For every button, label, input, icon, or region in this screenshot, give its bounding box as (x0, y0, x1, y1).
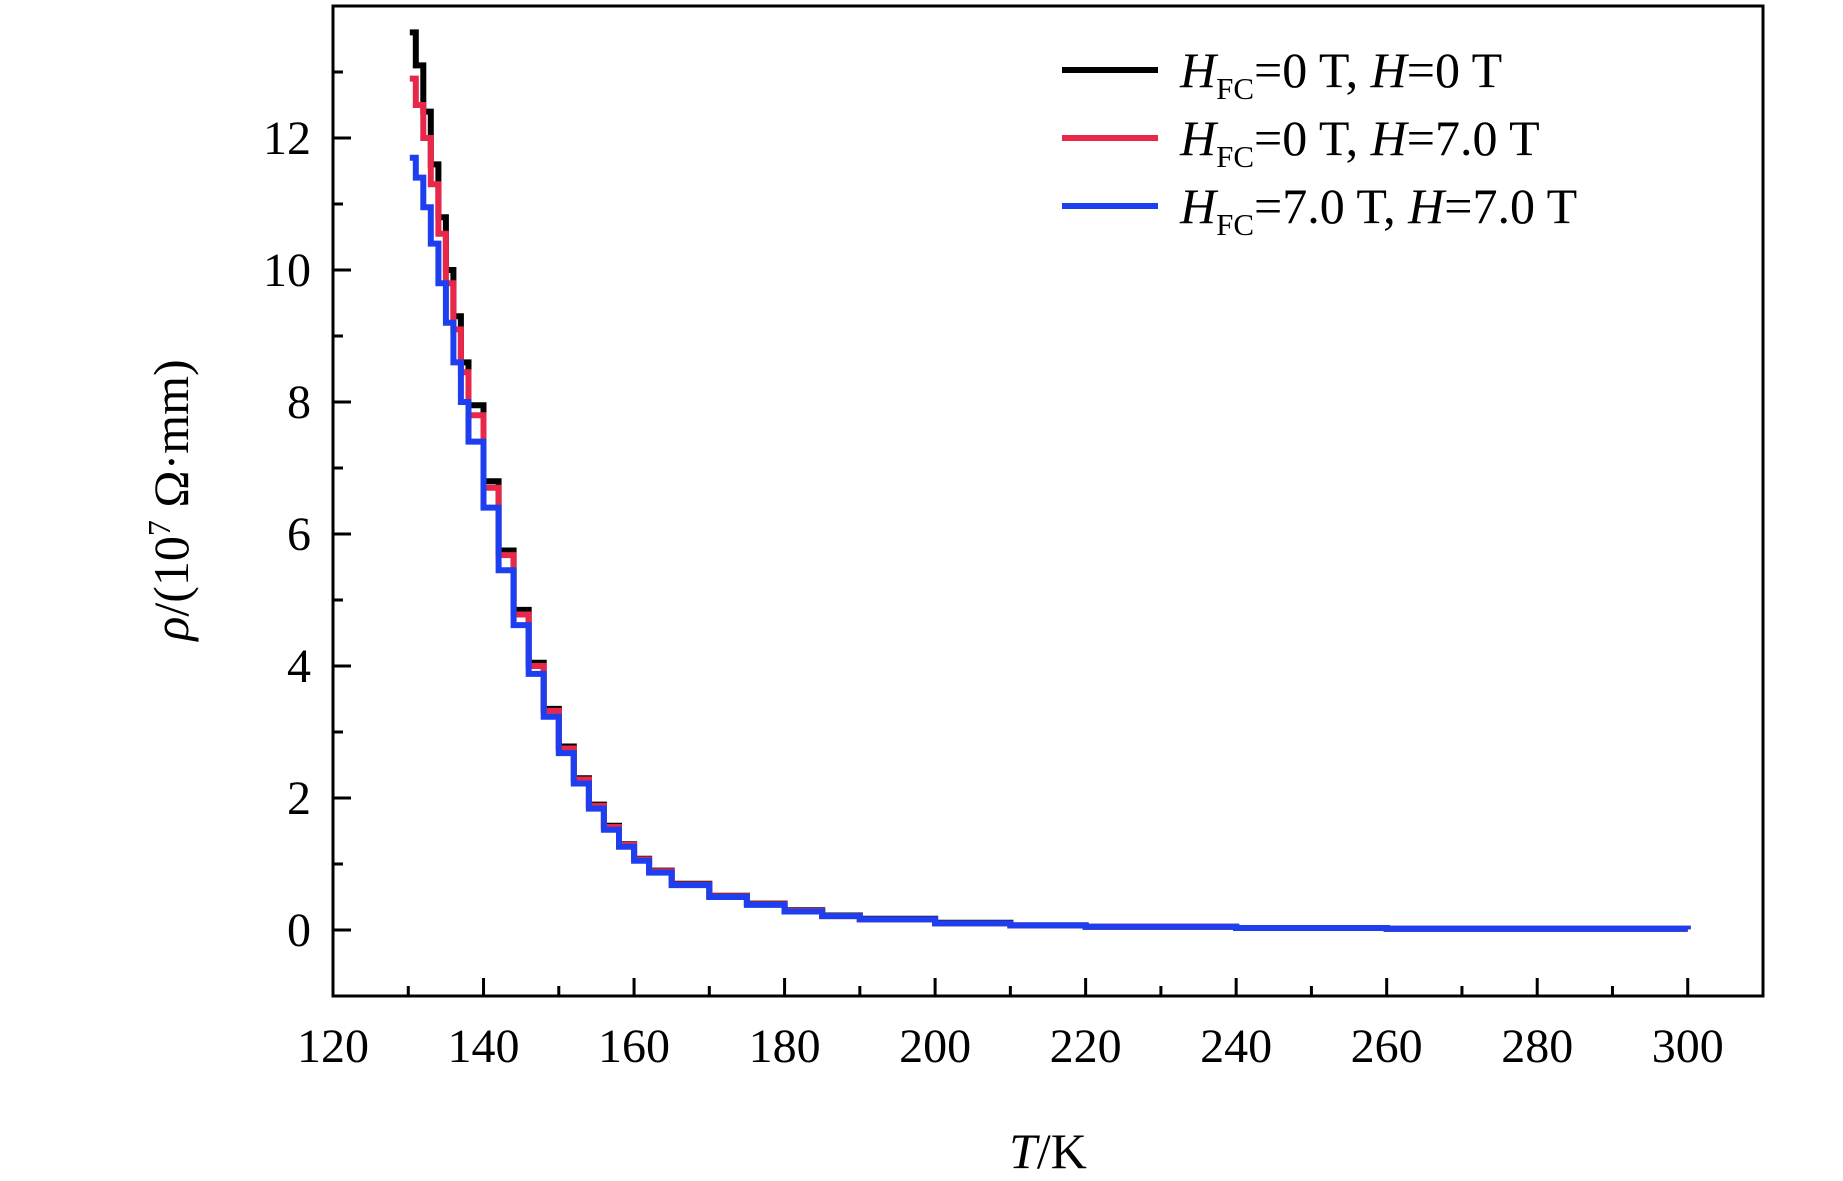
y-tick-label: 2 (287, 772, 311, 825)
x-tick-label: 180 (749, 1020, 821, 1073)
x-axis: 120 140 160 180 200 220 240 260 280 300 (297, 978, 1724, 1073)
x-tick-label: 140 (448, 1020, 520, 1073)
y-axis-unit-exp: 7 (141, 520, 177, 536)
y-axis-var: ρ (143, 617, 199, 643)
y-axis-title: ρ/(107 Ω·mm) (141, 359, 199, 642)
x-axis-unit: /K (1037, 1123, 1087, 1179)
legend-label-3: HFC=7.0 T, H=7.0 T (1179, 178, 1577, 242)
plot-area (331, 4, 1765, 998)
y-axis-unit-suffix: Ω·mm) (143, 359, 199, 520)
series-line-3 (409, 154, 1691, 932)
x-tick-label: 280 (1501, 1020, 1573, 1073)
legend-label-2: HFC=0 T, H=7.0 T (1179, 110, 1540, 174)
legend-label-1: HFC=0 T, H=0 T (1179, 42, 1502, 106)
y-axis: 0 2 4 6 8 10 12 (263, 70, 351, 998)
series-line-1 (409, 29, 1691, 932)
x-tick-label: 200 (899, 1020, 971, 1073)
y-tick-label: 0 (287, 904, 311, 957)
x-axis-var: T (1009, 1123, 1040, 1179)
x-tick-label: 240 (1200, 1020, 1272, 1073)
y-tick-label: 12 (263, 112, 311, 165)
y-tick-label: 8 (287, 376, 311, 429)
plot-frame (331, 4, 1765, 998)
y-tick-label: 4 (287, 640, 311, 693)
y-axis-unit-prefix: /(10 (143, 536, 199, 617)
y-tick-label: 10 (263, 244, 311, 297)
x-tick-label: 220 (1050, 1020, 1122, 1073)
series-layer (409, 29, 1691, 932)
x-axis-title: T/K (1009, 1123, 1087, 1179)
y-tick-label: 6 (287, 508, 311, 561)
x-tick-label: 260 (1351, 1020, 1423, 1073)
x-tick-label: 160 (598, 1020, 670, 1073)
x-tick-label: 300 (1652, 1020, 1724, 1073)
x-tick-label: 120 (297, 1020, 369, 1073)
